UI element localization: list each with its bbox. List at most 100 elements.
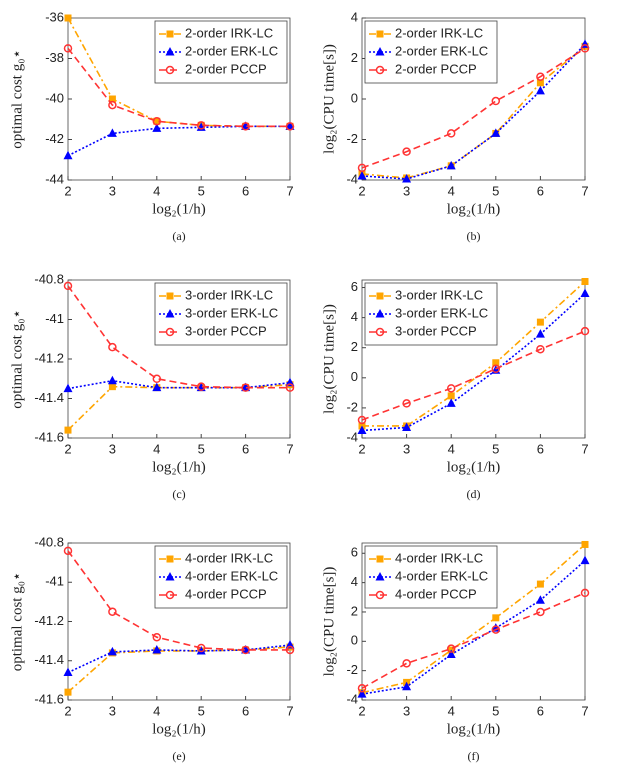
marker [285, 121, 295, 130]
marker [241, 121, 251, 130]
y-tick-label: 2 [351, 50, 358, 65]
marker [107, 646, 117, 656]
x-tick-label: 4 [153, 703, 160, 718]
x-tick-label: 6 [537, 183, 544, 198]
marker [196, 645, 206, 655]
x-tick-label: 4 [448, 441, 455, 456]
y-tick-label: -2 [346, 662, 358, 677]
marker [357, 415, 367, 425]
marker [63, 281, 73, 291]
legend-marker [165, 309, 175, 318]
x-tick-label: 5 [198, 183, 205, 198]
x-tick-label: 7 [286, 441, 293, 456]
legend-label: 3-order IRK-LC [395, 287, 483, 302]
series-line [67, 17, 290, 128]
y-tick-label: 0 [351, 633, 358, 648]
legend-marker [165, 65, 175, 75]
legend-label: 2-order IRK-LC [185, 25, 273, 40]
series-line [67, 379, 291, 390]
caption: (e) [172, 749, 185, 763]
marker [63, 546, 73, 556]
y-tick-label: 0 [351, 369, 358, 384]
marker [536, 580, 544, 588]
marker [241, 122, 250, 131]
marker [107, 375, 117, 385]
x-axis-label: log₂(1/h) [447, 459, 501, 475]
caption: (c) [172, 487, 185, 501]
plot-frame [361, 279, 586, 439]
marker [63, 667, 73, 677]
marker [402, 681, 412, 691]
y-tick-label: -41.4 [34, 390, 64, 405]
marker [108, 100, 117, 110]
marker [580, 326, 590, 336]
y-tick-label: -2 [346, 131, 358, 146]
x-tick-label: 5 [492, 703, 499, 718]
legend-label: 2-order ERK-LC [395, 43, 488, 58]
marker [152, 117, 162, 126]
marker [447, 392, 455, 400]
series-line [67, 550, 290, 651]
legend-label: 3-order ERK-LC [185, 305, 278, 320]
legend-label: 3-order IRK-LC [185, 287, 273, 302]
x-tick-label: 4 [448, 183, 455, 198]
caption: (f) [468, 749, 480, 763]
x-tick-label: 7 [286, 183, 293, 198]
x-tick-label: 7 [581, 703, 588, 718]
y-tick-label: -42 [45, 131, 64, 146]
x-tick-label: 2 [64, 183, 71, 198]
plot-frame [361, 542, 586, 701]
series-line [67, 47, 290, 128]
y-axis-label: optimal cost g₀⋆ [9, 572, 25, 672]
y-tick-label: 4 [351, 309, 358, 324]
x-tick-label: 6 [242, 703, 249, 718]
x-tick-label: 5 [492, 183, 499, 198]
marker [196, 121, 206, 130]
series-line [361, 43, 586, 180]
marker [152, 374, 162, 383]
marker [491, 96, 501, 106]
marker [446, 384, 456, 393]
x-tick-label: 5 [492, 441, 499, 456]
y-tick-label: 4 [351, 574, 358, 589]
y-tick-label: -41.2 [34, 613, 64, 628]
marker [536, 607, 545, 617]
legend-label: 3-order PCCP [185, 323, 267, 338]
marker [357, 689, 367, 698]
y-tick-label: 6 [351, 279, 358, 294]
legend-label: 4-order IRK-LC [185, 550, 273, 565]
marker [402, 173, 412, 183]
legend-label: 4-order IRK-LC [395, 550, 483, 565]
marker [196, 382, 206, 391]
marker [581, 540, 589, 548]
x-axis-label: log₂(1/h) [152, 721, 206, 737]
y-tick-label: -41.6 [34, 691, 64, 706]
marker [241, 383, 250, 392]
y-tick-label: -44 [45, 171, 64, 186]
y-tick-label: -4 [346, 429, 358, 444]
marker [108, 383, 116, 391]
marker [357, 163, 367, 173]
marker [107, 128, 117, 137]
y-axis-label: log₂(CPU time[s]) [321, 44, 337, 154]
x-tick-label: 2 [358, 183, 365, 198]
x-tick-label: 2 [358, 703, 365, 718]
marker [402, 422, 412, 431]
y-tick-label: -4 [346, 691, 358, 706]
legend-label: 4-order PCCP [185, 586, 267, 601]
y-tick-label: -41.4 [34, 652, 64, 667]
y-tick-label: -40 [45, 90, 64, 105]
marker [108, 95, 116, 103]
x-tick-label: 5 [198, 703, 205, 718]
x-tick-label: 4 [153, 441, 160, 456]
series-line [361, 330, 586, 421]
legend-marker [166, 30, 174, 38]
legend-marker [375, 65, 385, 75]
legend-label: 2-order PCCP [185, 61, 267, 76]
x-tick-label: 7 [581, 441, 588, 456]
marker [536, 72, 545, 81]
legend-marker [375, 590, 385, 600]
y-axis-label: log₂(CPU time[s]) [321, 304, 337, 414]
legend-label: 4-order ERK-LC [185, 568, 278, 583]
